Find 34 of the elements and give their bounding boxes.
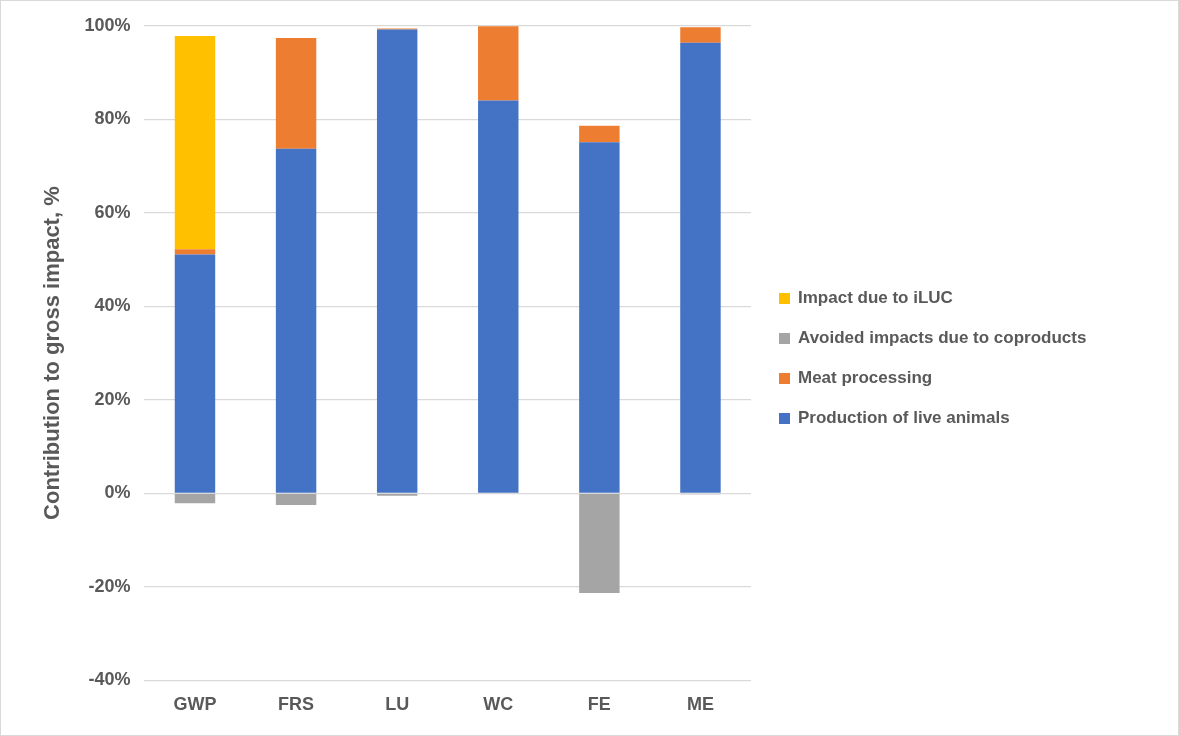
bar	[174, 254, 216, 493]
bar	[174, 36, 216, 250]
x-tick-label: FE	[587, 694, 611, 715]
x-tick-label: LU	[385, 694, 410, 715]
bar	[174, 249, 216, 255]
legend-label: Impact due to iLUC	[798, 288, 953, 308]
bar	[680, 42, 721, 493]
y-tick-label: 40%	[94, 295, 131, 316]
legend-label: Avoided impacts due to coproducts	[798, 328, 1087, 348]
y-tick-label: 0%	[104, 482, 131, 503]
x-tick-label: ME	[686, 694, 714, 715]
legend-label: Meat processing	[798, 368, 933, 388]
bar	[275, 37, 317, 149]
x-tick-label: WC	[483, 694, 514, 715]
y-tick-label: 20%	[94, 388, 131, 409]
bar	[579, 142, 620, 493]
bar	[680, 27, 721, 43]
bar	[478, 26, 519, 101]
y-tick-label: 100%	[84, 14, 131, 35]
y-tick-label: 60%	[94, 201, 131, 222]
bar	[579, 125, 620, 143]
x-tick-label: FRS	[278, 694, 315, 715]
bar	[579, 494, 620, 593]
bar	[376, 29, 418, 493]
bar	[275, 148, 317, 493]
y-tick-label: 80%	[94, 108, 131, 129]
x-tick-label: GWP	[173, 694, 217, 715]
y-tick-label: -20%	[88, 575, 131, 596]
legend-label: Production of live animals	[798, 408, 1010, 428]
bar	[478, 100, 519, 493]
y-tick-label: -40%	[88, 669, 131, 690]
y-axis-title: Contribution to gross impact, %	[39, 186, 65, 520]
bar	[275, 494, 317, 506]
bar	[174, 494, 216, 504]
